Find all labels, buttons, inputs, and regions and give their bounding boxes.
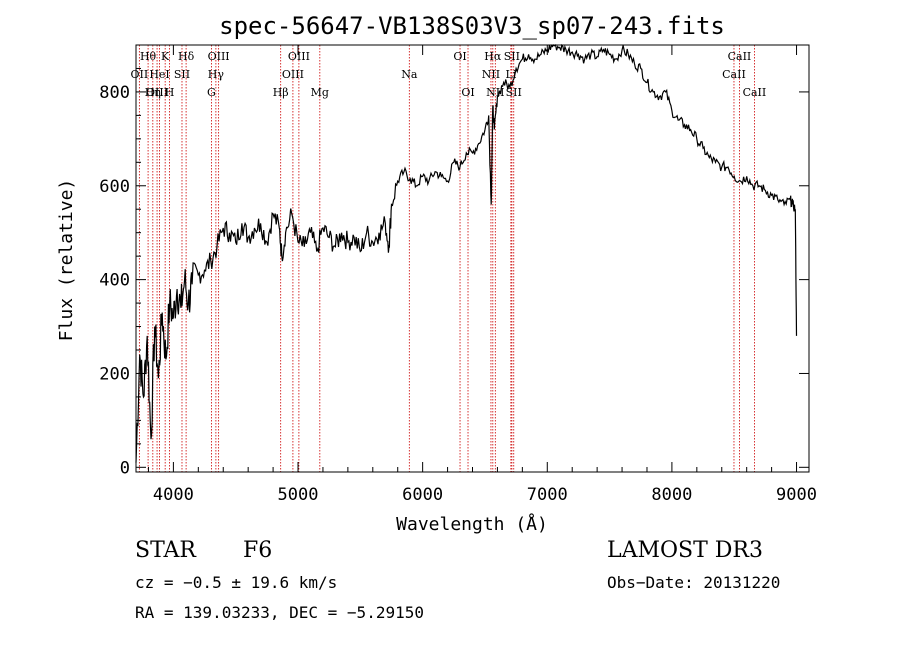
line-marker-label: Mg — [311, 86, 329, 99]
x-tick-label: 8000 — [651, 485, 692, 505]
y-tick-label: 800 — [99, 83, 130, 103]
line-marker-label: SII — [504, 50, 520, 63]
x-tick-label: 7000 — [527, 485, 568, 505]
x-tick-label: 5000 — [278, 485, 319, 505]
x-tick-label: 9000 — [776, 485, 817, 505]
line-marker-label: Hη — [145, 86, 161, 99]
line-marker-label: OIII — [288, 50, 310, 63]
line-marker-label: Hδ — [178, 50, 195, 63]
line-marker-label: NII — [486, 86, 504, 99]
survey-label: LAMOST DR3 — [607, 538, 763, 563]
y-tick-label: 600 — [99, 177, 130, 197]
line-marker-label: OI — [453, 50, 466, 63]
line-marker-label: H — [165, 86, 175, 99]
line-marker-label: OIII — [146, 86, 168, 99]
y-axis-label: Flux (relative) — [56, 179, 77, 342]
obs-date: Obs−Date: 20131220 — [607, 573, 781, 592]
line-marker-label: HeI — [149, 68, 169, 81]
x-tick-label: 6000 — [402, 485, 443, 505]
line-markers — [138, 45, 755, 472]
line-marker-label: NII — [482, 68, 500, 81]
line-marker-label: OIII — [282, 68, 304, 81]
line-marker-label: SII — [506, 86, 522, 99]
coordinates: RA = 139.03233, DEC = −5.29150 — [135, 603, 424, 622]
line-marker-label: G — [207, 86, 216, 99]
chart-title: spec-56647-VB138S03V3_sp07-243.fits — [219, 12, 725, 40]
y-axis-ticks: 0 200 400 600 800 — [99, 67, 809, 478]
line-marker-labels: Hθ OII OIII K HeI Hη H Hδ SII OIII Hγ G Hβ OIII OIII Mg… — [131, 50, 767, 99]
line-marker-label: OIII — [208, 50, 230, 63]
x-tick-label: 4000 — [153, 485, 194, 505]
line-marker-label: Hθ — [140, 50, 157, 63]
y-tick-label: 400 — [99, 271, 130, 291]
plot-frame — [135, 44, 810, 473]
line-marker-label: K — [161, 50, 170, 63]
subclass-label: F6 — [243, 538, 273, 563]
x-axis-label: Wavelength (Å) — [396, 513, 548, 535]
line-marker-label: OII — [131, 68, 149, 81]
x-axis-ticks: 4000 5000 6000 7000 8000 9000 — [147, 45, 817, 505]
line-marker-label: Na — [401, 68, 418, 81]
class-label: STAR — [135, 538, 196, 563]
line-marker-label: Hγ — [208, 68, 225, 81]
line-marker-label: OI — [461, 86, 474, 99]
flux-series-line — [135, 43, 798, 463]
line-marker-label: Li — [505, 68, 516, 81]
cz-value: cz = −0.5 ± 19.6 km/s — [135, 573, 338, 592]
y-tick-label: 0 — [120, 458, 130, 478]
line-marker-label: CaII — [743, 86, 767, 99]
line-marker-label: Hα — [484, 50, 502, 63]
y-tick-label: 200 — [99, 364, 130, 384]
line-marker-label: CaII — [728, 50, 752, 63]
line-marker-label: CaII — [722, 68, 746, 81]
line-marker-label: Hβ — [273, 86, 289, 99]
line-marker-label: SII — [174, 68, 190, 81]
